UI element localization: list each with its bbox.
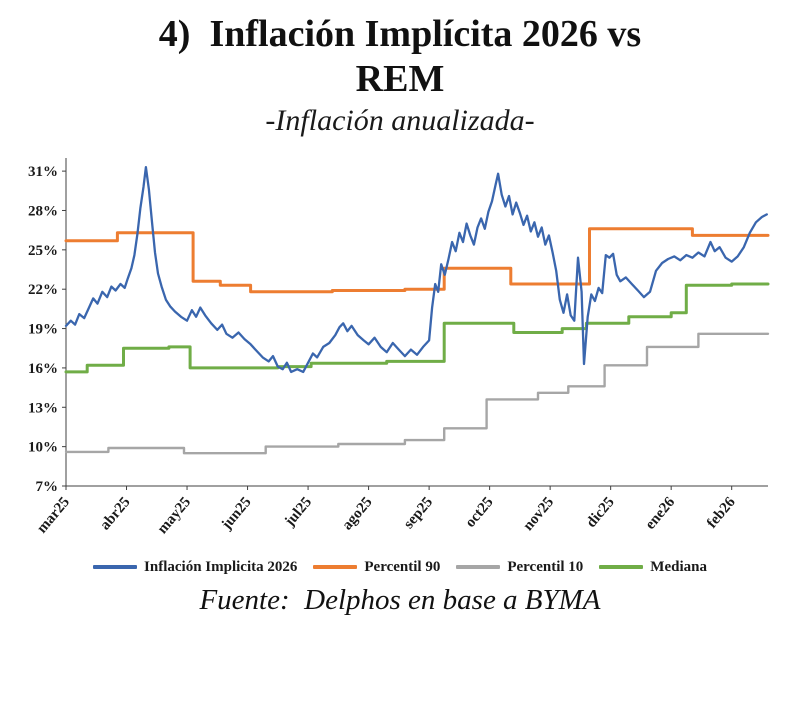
page-title-line1: 4) Inflación Implícita 2026 vs [158,13,642,55]
x-tick-label: nov25 [520,494,557,534]
x-tick-label: ago25 [339,494,375,533]
series-percentil-10 [64,332,770,455]
x-tick-label: ene26 [642,494,678,533]
x-tick-label: feb26 [704,494,739,531]
legend-item-percentil-90: Percentil 90 [313,559,440,576]
legend-swatch-icon [456,565,501,570]
y-tick-label: 22% [28,282,58,298]
legend-swatch-icon [93,565,138,570]
chart-area: 7% 10% 13% 16% 19% 22% 25% 28% 31% mar25 abr25 may2… [0,144,800,557]
legend-item-percentil-10: Percentil 10 [456,559,583,576]
legend-label: Inflación Implicita 2026 [144,558,298,575]
y-tick-label: 31% [28,164,58,180]
legend-item-mediana: Mediana [599,559,707,576]
y-tick-label: 28% [28,203,58,219]
x-tick-label: abr25 [97,494,133,533]
legend-label: Percentil 10 [507,558,584,575]
y-tick-label: 19% [28,321,58,337]
chart-legend: Inflación Implicita 2026 Percentil 90 Perc… [0,559,800,576]
y-tick-label: 7% [36,479,59,495]
legend-swatch-icon [599,565,644,570]
series-inflación-implicita-2026 [64,165,768,373]
series-mediana [64,282,770,374]
x-tick-label: dic25 [583,494,617,530]
legend-label: Percentil 90 [364,558,441,575]
y-tick-label: 13% [28,400,58,416]
y-tick-label: 16% [28,361,58,377]
x-tick-label: jul25 [281,494,315,530]
y-tick-label: 25% [28,242,58,258]
x-tick-label: may25 [155,494,195,537]
inflation-line-chart: 7% 10% 13% 16% 19% 22% 25% 28% 31% mar25 abr25 may2… [28,157,770,537]
x-tick-label: jun25 [218,494,254,533]
series-percentil-90 [64,226,770,293]
x-tick-label: sep25 [401,494,436,532]
legend-label: Mediana [650,558,707,575]
legend-item-inflación-implicita-2026: Inflación Implicita 2026 [93,559,297,576]
source-caption: Fuente: Delphos en base a BYMA [199,583,601,616]
chart-subtitle: -Inflación anualizada- [265,103,535,137]
x-tick-label: oct25 [462,494,496,530]
page-title-line2: REM [355,57,445,100]
x-tick-label: mar25 [34,494,73,536]
y-tick-label: 10% [28,439,58,455]
legend-swatch-icon [313,565,358,570]
